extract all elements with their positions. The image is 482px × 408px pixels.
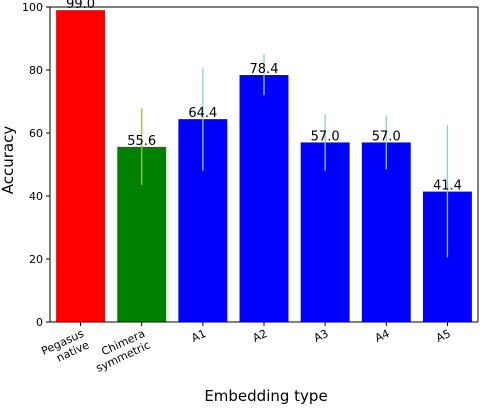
y-tick-label-1: 20 [29, 253, 43, 266]
bar-5 [361, 142, 411, 322]
x-tick-label-line: A4 [373, 327, 392, 345]
value-label-4: 57.0 [311, 129, 340, 144]
y-tick-label-2: 40 [29, 190, 43, 203]
y-tick-label-4: 80 [29, 64, 43, 77]
value-label-5: 57.0 [372, 129, 401, 144]
x-tick-label-1: Chimerasymmetric [89, 327, 153, 375]
x-tick-label-line: A1 [189, 327, 208, 345]
y-tick-label-0: 0 [36, 316, 43, 329]
bar-0 [56, 10, 106, 323]
x-axis-label: Embedding type [204, 387, 327, 404]
y-tick-label-3: 60 [29, 127, 43, 140]
x-tick-label-line: A5 [434, 327, 453, 345]
value-label-1: 55.6 [127, 134, 156, 149]
value-label-0: 99.0 [66, 0, 95, 12]
x-tick-label-4: A3 [312, 327, 331, 345]
x-tick-label-5: A4 [373, 327, 392, 345]
bar-4 [300, 142, 350, 322]
x-tick-label-2: A1 [189, 327, 208, 345]
value-label-3: 78.4 [250, 62, 279, 77]
bars-layer [56, 10, 472, 323]
x-tick-label-3: A2 [251, 327, 270, 345]
value-labels-layer: 99.0 55.6 64.4 78.4 57.0 57.0 41.4 [66, 0, 462, 194]
value-label-2: 64.4 [188, 106, 217, 121]
error-bars-layer [141, 54, 449, 258]
x-tick-label-6: A5 [434, 327, 453, 345]
x-tick-label-line: A2 [251, 327, 270, 345]
x-tick-label-0: Pegasusnative [39, 327, 91, 369]
y-axis-label: Accuracy [0, 126, 17, 195]
bar-3 [239, 75, 289, 322]
y-tick-label-5: 100 [22, 1, 43, 14]
value-label-6: 41.4 [433, 179, 462, 194]
x-tick-label-line: A3 [312, 327, 331, 345]
